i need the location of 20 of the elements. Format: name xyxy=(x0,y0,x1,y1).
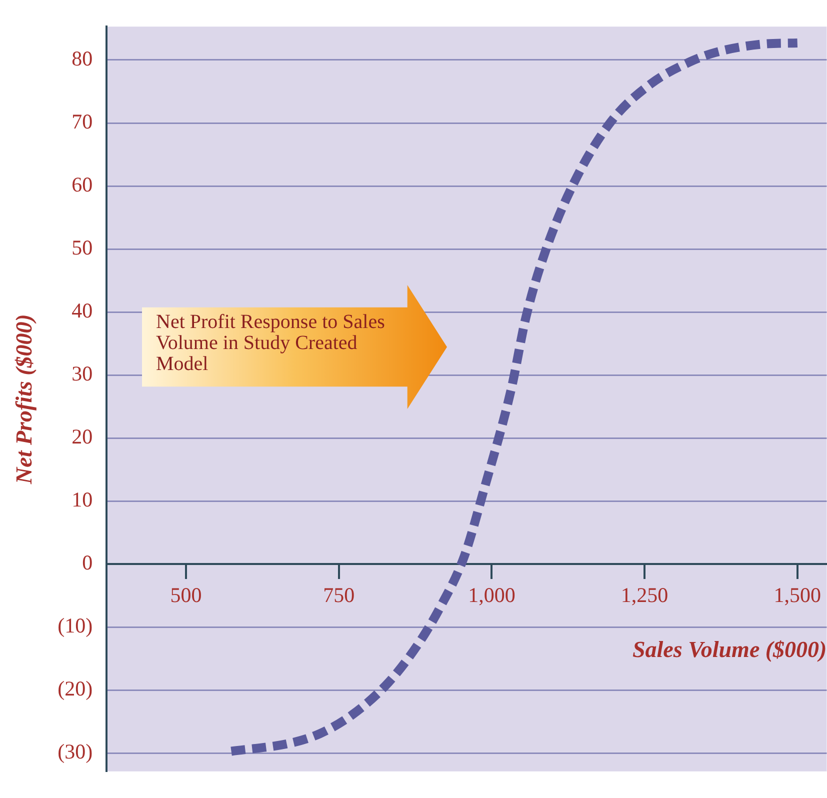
annotation: Net Profit Response to Sales Volume in Study Created Model xyxy=(156,311,386,375)
x-axis-title: Sales Volume ($000) xyxy=(632,637,827,662)
y-tick-label: 0 xyxy=(82,550,93,575)
y-tick-label: 60 xyxy=(72,172,93,197)
x-tick-label: 750 xyxy=(323,583,355,608)
x-tick-label: 1,500 xyxy=(774,583,821,608)
y-tick-label: (30) xyxy=(58,740,93,764)
x-tick-label: 1,000 xyxy=(468,583,516,608)
y-tick-label: 50 xyxy=(72,236,93,260)
y-tick-label: 80 xyxy=(72,46,93,71)
y-tick-label: 10 xyxy=(72,488,93,512)
y-tick-label: 40 xyxy=(72,298,93,323)
y-tick-label: 20 xyxy=(72,424,93,449)
y-tick-label: (10) xyxy=(58,614,93,638)
y-tick-label: 70 xyxy=(72,110,93,134)
y-axis-title: Net Profits ($000) xyxy=(12,314,37,485)
y-tick-label: (20) xyxy=(58,676,93,701)
y-tick-label: 30 xyxy=(72,362,93,386)
x-tick-label: 500 xyxy=(170,583,202,608)
x-tick-label: 1,250 xyxy=(620,583,668,608)
